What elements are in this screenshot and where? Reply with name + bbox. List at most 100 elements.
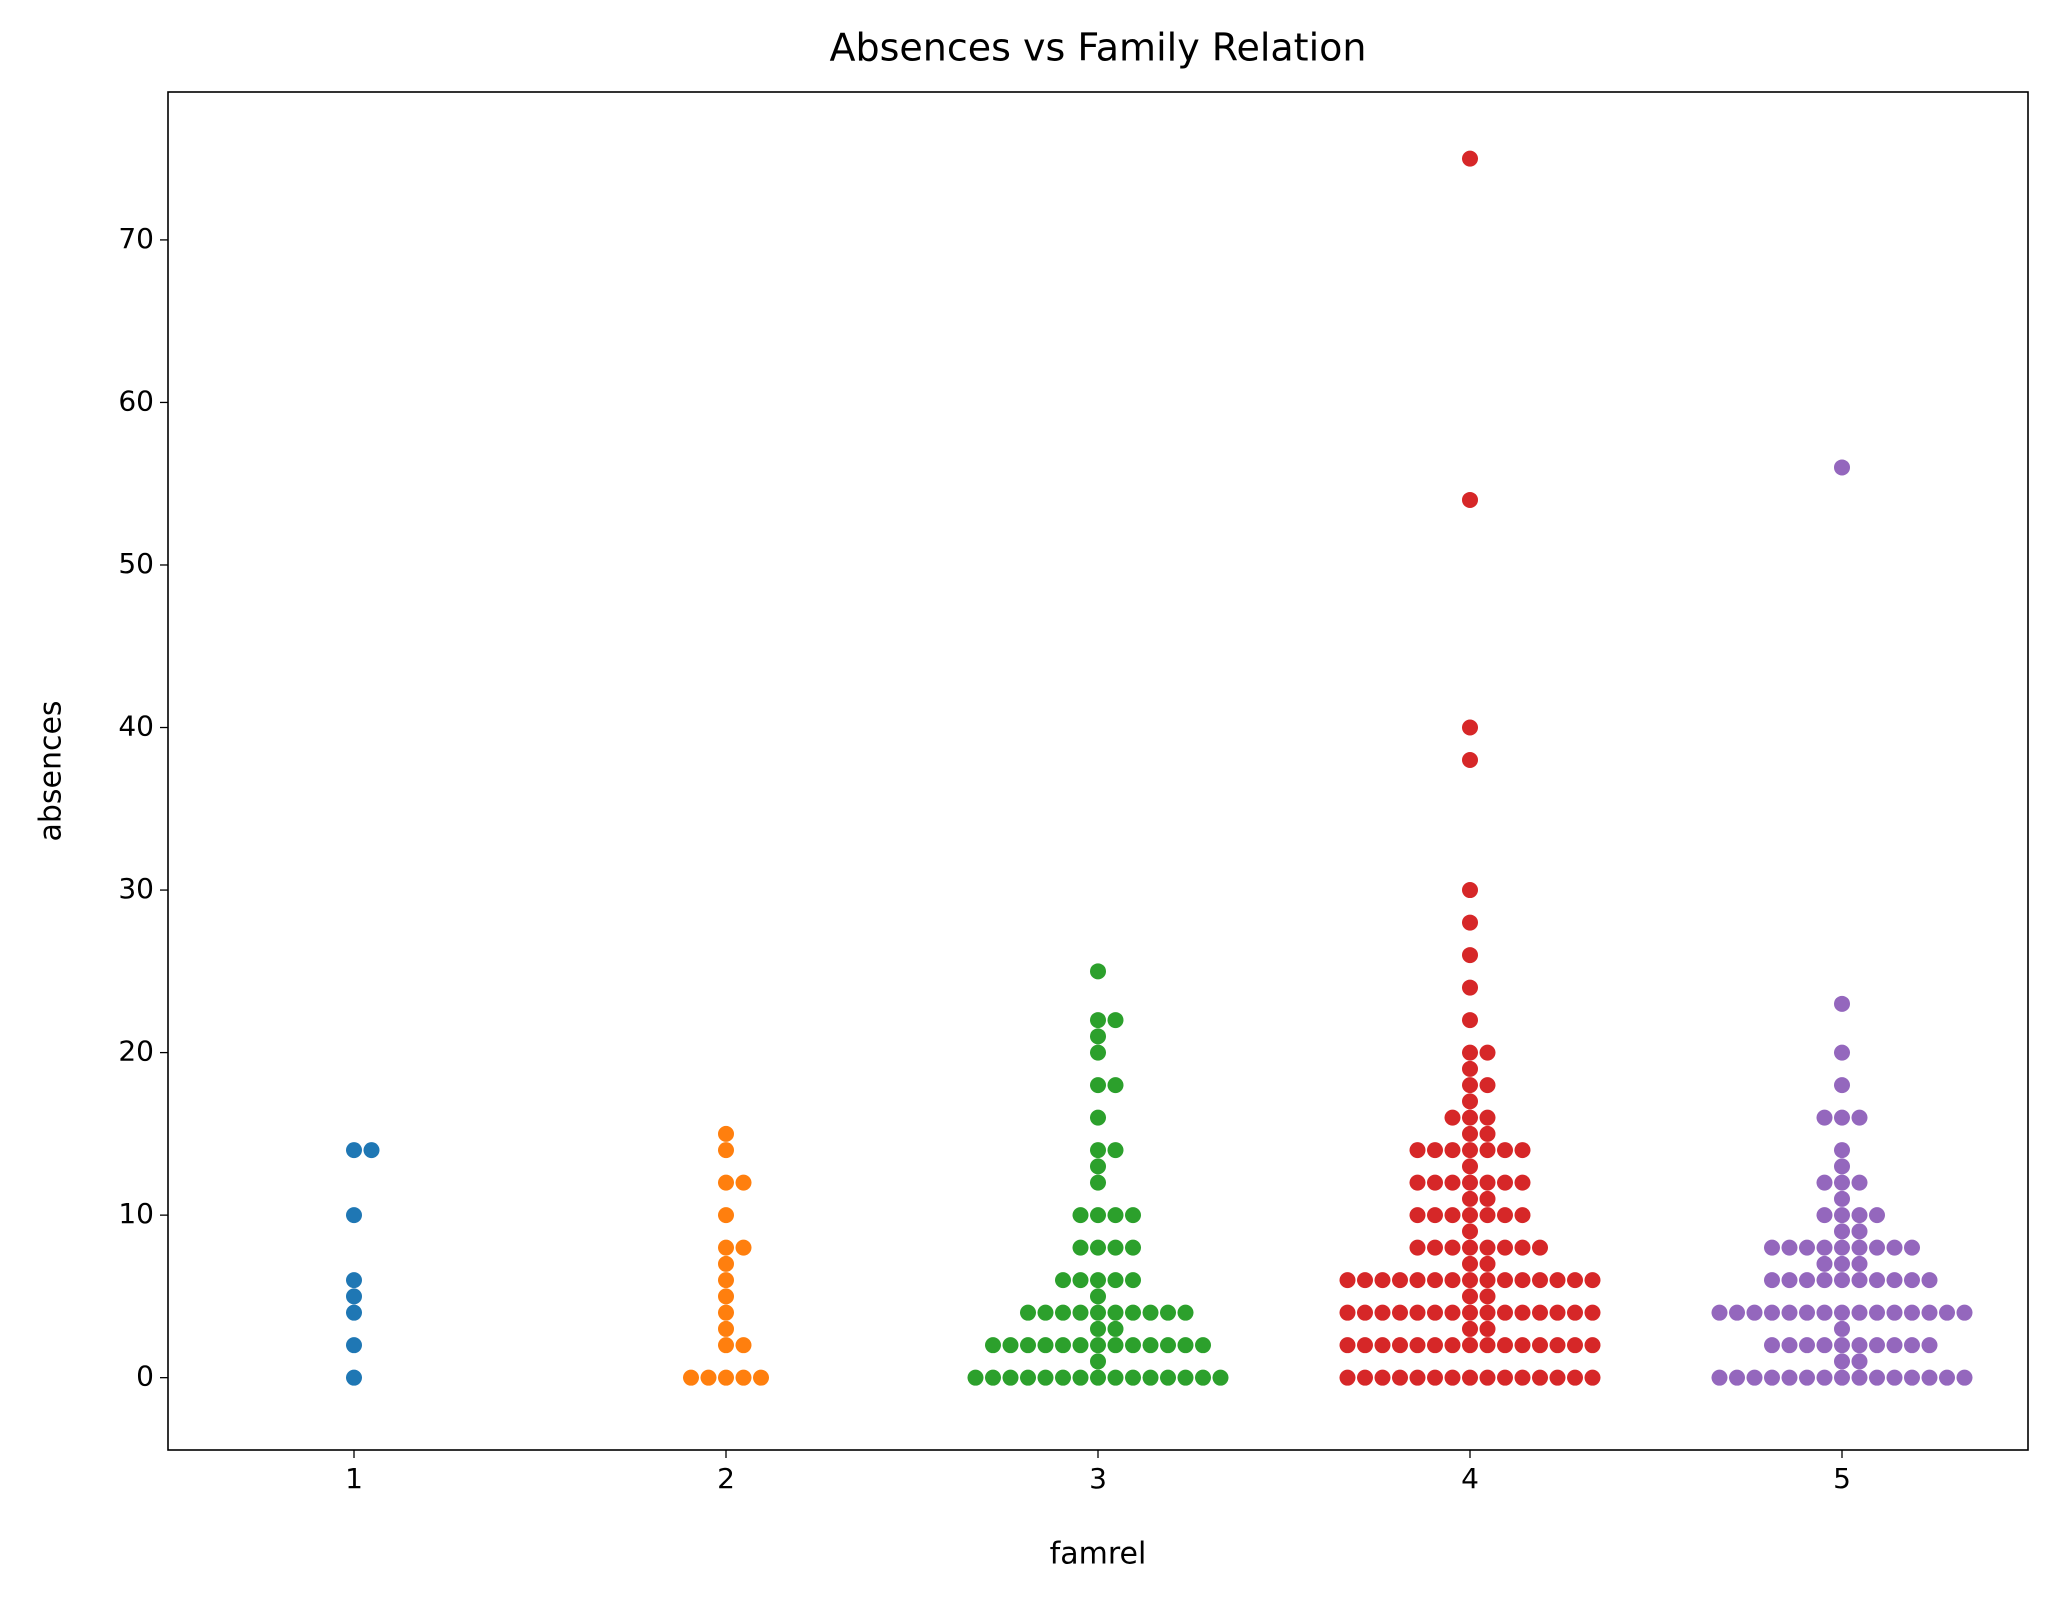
point	[1357, 1369, 1373, 1386]
point	[1462, 882, 1478, 899]
point	[1427, 1304, 1443, 1321]
point	[1479, 1109, 1496, 1126]
point	[1514, 1272, 1531, 1289]
point	[1374, 1369, 1391, 1386]
point	[1764, 1272, 1780, 1289]
point	[1142, 1369, 1159, 1386]
point	[1462, 1369, 1478, 1386]
point	[1479, 1125, 1496, 1142]
point	[1462, 491, 1478, 508]
point	[1834, 1304, 1850, 1321]
point	[1090, 1272, 1106, 1289]
point	[1851, 1337, 1868, 1354]
point	[1834, 1320, 1850, 1337]
point	[1781, 1369, 1798, 1386]
y-tick-label: 30	[118, 872, 154, 905]
point	[1851, 1223, 1868, 1240]
point	[1799, 1272, 1815, 1289]
point	[1851, 1304, 1868, 1321]
point	[1427, 1272, 1443, 1289]
point	[1781, 1304, 1798, 1321]
point	[1195, 1337, 1211, 1354]
point	[1107, 1012, 1124, 1029]
point	[1851, 1255, 1868, 1272]
point	[1357, 1337, 1373, 1354]
point	[1055, 1337, 1071, 1354]
point	[1444, 1239, 1461, 1256]
point	[1462, 1320, 1478, 1337]
point	[346, 1304, 362, 1321]
point	[1160, 1337, 1176, 1354]
point	[1851, 1109, 1868, 1126]
point	[985, 1337, 1001, 1354]
point	[1834, 1142, 1850, 1159]
point	[1427, 1142, 1443, 1159]
point	[1764, 1304, 1780, 1321]
x-tick-label: 1	[345, 1462, 363, 1495]
point	[718, 1272, 734, 1289]
x-tick-label: 4	[1461, 1462, 1479, 1495]
y-tick-label: 0	[136, 1360, 154, 1393]
point	[1409, 1337, 1426, 1354]
point	[1374, 1272, 1391, 1289]
point	[1107, 1304, 1124, 1321]
point	[1834, 1174, 1850, 1191]
point	[1020, 1337, 1036, 1354]
point	[1497, 1207, 1513, 1224]
point	[1072, 1272, 1089, 1289]
point	[735, 1337, 752, 1354]
point	[1462, 1288, 1478, 1305]
point	[1497, 1304, 1513, 1321]
point	[1409, 1272, 1426, 1289]
point	[1816, 1174, 1833, 1191]
point	[1212, 1369, 1229, 1386]
point	[1125, 1337, 1141, 1354]
point	[1479, 1190, 1496, 1207]
point	[1090, 1142, 1106, 1159]
point	[1834, 1190, 1850, 1207]
point	[1514, 1174, 1531, 1191]
point	[1462, 1337, 1478, 1354]
point	[1090, 1028, 1106, 1045]
point	[1462, 1060, 1478, 1077]
point	[1160, 1304, 1176, 1321]
point	[1479, 1077, 1496, 1094]
point	[1532, 1337, 1548, 1354]
point	[1886, 1369, 1903, 1386]
point	[1939, 1304, 1955, 1321]
point	[1090, 1320, 1106, 1337]
point	[1479, 1369, 1496, 1386]
point	[1090, 1109, 1106, 1126]
point	[1444, 1142, 1461, 1159]
point	[1479, 1272, 1496, 1289]
point	[1090, 1044, 1106, 1061]
point	[1107, 1077, 1124, 1094]
point	[1921, 1337, 1938, 1354]
point	[1532, 1239, 1548, 1256]
point	[1195, 1369, 1211, 1386]
point	[1462, 1272, 1478, 1289]
point	[1479, 1337, 1496, 1354]
point	[1479, 1239, 1496, 1256]
point	[1444, 1272, 1461, 1289]
point	[1462, 1239, 1478, 1256]
point	[1409, 1304, 1426, 1321]
point	[1072, 1369, 1089, 1386]
point	[718, 1125, 734, 1142]
point	[1869, 1369, 1885, 1386]
point	[1107, 1337, 1124, 1354]
y-tick-label: 20	[118, 1035, 154, 1068]
point	[1374, 1304, 1391, 1321]
point	[1781, 1272, 1798, 1289]
point	[1444, 1109, 1461, 1126]
point	[1851, 1207, 1868, 1224]
point	[1851, 1369, 1868, 1386]
y-tick-label: 70	[118, 222, 154, 255]
point	[1090, 1174, 1106, 1191]
point	[1090, 1369, 1106, 1386]
point	[1781, 1337, 1798, 1354]
x-axis-label: famrel	[1050, 1537, 1147, 1572]
point	[735, 1369, 752, 1386]
point	[1427, 1337, 1443, 1354]
